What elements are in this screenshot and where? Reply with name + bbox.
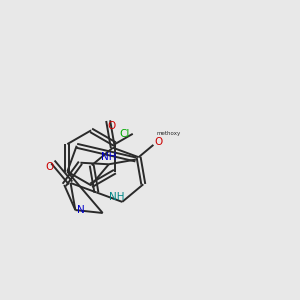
Text: N: N bbox=[77, 205, 85, 215]
Text: NH: NH bbox=[109, 192, 124, 202]
Text: Cl: Cl bbox=[120, 129, 130, 139]
Text: O: O bbox=[107, 121, 115, 130]
Text: methoxy: methoxy bbox=[157, 130, 181, 136]
Text: O: O bbox=[46, 162, 54, 172]
Text: O: O bbox=[154, 137, 162, 147]
Text: NH: NH bbox=[101, 152, 116, 162]
